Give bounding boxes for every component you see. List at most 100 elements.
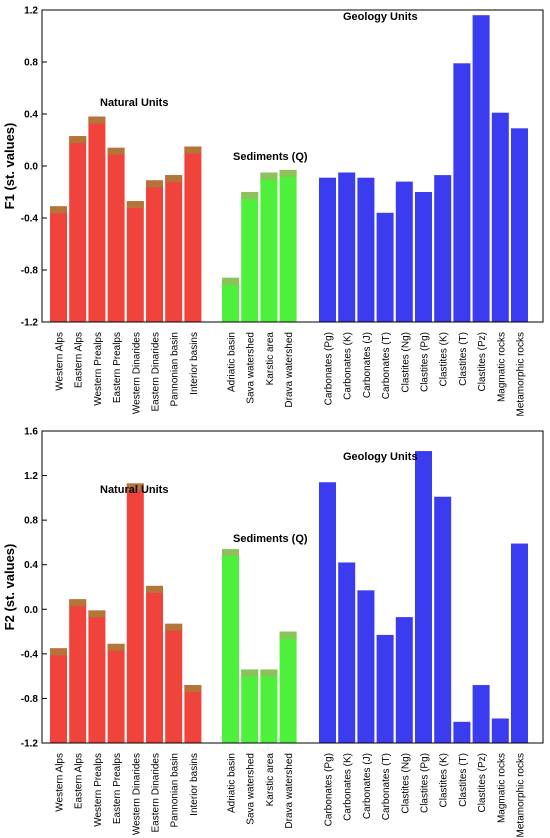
bar-eastern-alps (69, 599, 87, 743)
bar-cap (260, 669, 278, 677)
category-label: Pannonian basin (170, 753, 181, 828)
bar-cap (165, 175, 183, 183)
category-label: Metamorphic rocks (516, 753, 527, 837)
bar-carbonates-pg (319, 482, 336, 743)
category-label: Magmatic rocks (496, 332, 507, 402)
bar-western-dinarides (126, 201, 144, 322)
group-label-natural: Natural Units (100, 484, 168, 496)
y-tick-label: -0.4 (21, 214, 39, 225)
category-label: Clastites (Ng) (400, 332, 411, 393)
bar-eastern-dinarides (146, 585, 163, 743)
chart-panel-1: 1.2 0.8 0.4 0.0 -0.4 -0.8 -1.2 F1 (st. values) N… (2, 6, 544, 416)
category-label: Western Dinarides (131, 332, 142, 414)
category-label: Eastern Prealps (112, 753, 123, 824)
bar-western-prealps (88, 610, 106, 743)
bar-cap (222, 277, 239, 285)
y-tick-label: 0.0 (24, 605, 38, 616)
bar-adriatic-basin (222, 549, 239, 743)
group-label-natural: Natural Units (100, 97, 168, 109)
category-label: Eastern Alps (74, 332, 85, 388)
bar-cap (165, 623, 183, 631)
bar-eastern-alps (69, 136, 87, 322)
bar-clastites-pz (472, 15, 490, 322)
bar-eastern-prealps (107, 147, 125, 322)
category-label: Drava watershed (284, 332, 295, 408)
bar-sava-watershed (241, 192, 259, 322)
category-label: Western Alps (55, 753, 66, 812)
category-label: Clastites (Pg) (420, 753, 431, 813)
category-label: Sava watershed (246, 332, 257, 404)
bar-magmatic-rocks (491, 718, 509, 743)
bar-drava-watershed (279, 169, 297, 322)
bar-cap (50, 206, 67, 214)
category-label: Interior basins (189, 332, 200, 395)
bar-carbonates-j (357, 590, 375, 743)
category-label: Carbonates (K) (343, 753, 354, 821)
bar-carbonates-t (376, 212, 394, 322)
y-tick-label: -1.2 (21, 318, 39, 329)
category-label: Interior basins (189, 753, 200, 816)
bar-clastites-ng (395, 617, 413, 743)
category-label: Clastites (Ng) (400, 753, 411, 814)
bar-cap (146, 180, 163, 188)
bar-clastites-t (453, 721, 471, 743)
category-label: Pannonian basin (170, 332, 181, 407)
bar-clastites-k (434, 175, 452, 322)
bar-cap (241, 669, 259, 677)
y-tick-label: 0.4 (24, 560, 38, 571)
bar-western-alps (50, 648, 67, 743)
bar-clastites-pg (415, 451, 432, 743)
category-label: Clastites (Pz) (477, 332, 488, 391)
bar-cap (126, 483, 144, 491)
category-label: Clastites (Pg) (420, 332, 431, 392)
y-tick-label: 0.4 (24, 110, 38, 121)
bar-sava-watershed (241, 669, 259, 743)
y-tick-label: 1.2 (24, 6, 38, 17)
bar-interior-basins (184, 146, 202, 322)
y-tick-label: 1.6 (24, 427, 38, 438)
bar-cap (50, 648, 67, 656)
bar-cap (222, 549, 239, 557)
y-tick-label: -1.2 (21, 739, 39, 750)
category-label: Carbonates (K) (343, 332, 354, 400)
bar-clastites-pz (472, 685, 490, 743)
category-label: Carbonates (Pg) (324, 753, 335, 826)
category-label: Karstic area (265, 332, 276, 386)
category-label: Karstic area (265, 753, 276, 807)
category-label: Carbonates (T) (381, 332, 392, 399)
plot-frame (41, 430, 544, 744)
category-label: Carbonates (J) (362, 332, 373, 398)
bar-carbonates-j (357, 177, 375, 322)
category-label: Metamorphic rocks (516, 332, 527, 416)
bar-cap (69, 136, 87, 144)
bar-cap (279, 631, 297, 639)
category-label: Magmatic rocks (496, 753, 507, 823)
category-label: Western Dinarides (131, 753, 142, 835)
bar-cap (107, 643, 125, 651)
bar-carbonates-pg (319, 177, 336, 322)
category-label: Clastites (Pz) (477, 753, 488, 812)
bar-clastites-ng (395, 181, 413, 322)
y-tick-label: -0.8 (21, 266, 39, 277)
category-label: Eastern Alps (74, 753, 85, 809)
y-tick-label: 0.0 (24, 162, 38, 173)
category-label: Eastern Dinarides (151, 332, 162, 411)
bar-pannonian-basin (165, 175, 183, 322)
category-label: Eastern Prealps (112, 332, 123, 403)
bar-western-dinarides (126, 483, 144, 743)
category-label: Adriatic basin (227, 332, 238, 392)
category-label: Adriatic basin (227, 753, 238, 813)
bar-eastern-dinarides (146, 180, 163, 322)
category-label: Carbonates (T) (381, 753, 392, 820)
bar-clastites-t (453, 63, 471, 323)
bar-cap (146, 585, 163, 593)
bar-magmatic-rocks (491, 112, 509, 322)
bar-cap (126, 201, 144, 209)
y-tick-label: -0.8 (21, 694, 39, 705)
bar-cap (241, 192, 259, 199)
group-label-sediments: Sediments (Q) (233, 151, 308, 163)
y-tick-label: 0.8 (24, 516, 38, 527)
chart-panel-2: 1.6 1.2 0.8 0.4 0.0 -0.4 -0.8 -1.2 F2 (st. value… (2, 427, 544, 837)
bar-adriatic-basin (222, 277, 239, 322)
